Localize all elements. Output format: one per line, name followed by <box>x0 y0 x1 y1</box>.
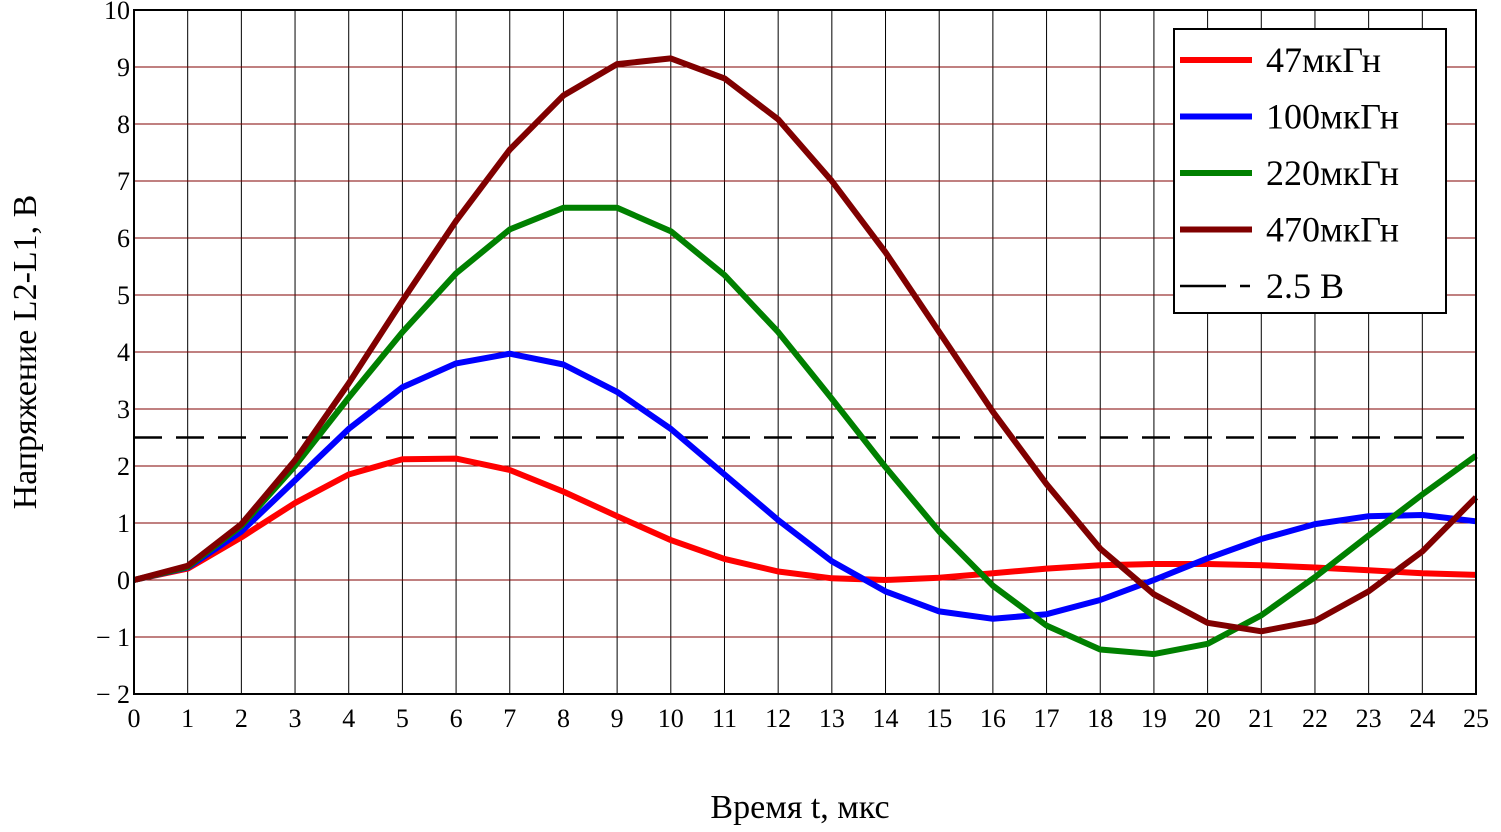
y-tick-label: 3 <box>117 395 130 424</box>
x-tick-label: 3 <box>289 704 302 733</box>
x-tick-label: 14 <box>873 704 899 733</box>
legend-label: 47мкГн <box>1266 40 1381 80</box>
plot-frame <box>133 9 1477 695</box>
x-tick-label: 18 <box>1087 704 1113 733</box>
y-tick-label: 1 <box>117 509 130 538</box>
legend-label: 220мкГн <box>1266 153 1399 193</box>
y-tick-label: 6 <box>117 224 130 253</box>
y-tick-label: 7 <box>117 167 130 196</box>
x-tick-label: 7 <box>503 704 516 733</box>
x-tick-label: 6 <box>450 704 463 733</box>
x-tick-label: 4 <box>342 704 355 733</box>
y-tick-label: 10 <box>104 0 130 25</box>
x-tick-label: 15 <box>926 704 952 733</box>
series-lines <box>133 55 1479 658</box>
y-axis-title: Напряжение L2-L1, В <box>7 195 44 510</box>
y-tick-label: 8 <box>117 110 130 139</box>
x-tick-labels: 0 1 2 3 4 5 6 7 8 9 10 11 12 13 14 15 16 17 18 19 20 21 22 23 24… <box>128 704 1490 733</box>
series-line-0 <box>133 455 1477 583</box>
x-tick-label: 2 <box>235 704 248 733</box>
y-tick-label: 0 <box>117 566 130 595</box>
y-tick-label: − 1 <box>96 623 130 652</box>
x-tick-label: 5 <box>396 704 409 733</box>
x-tick-label: 13 <box>819 704 845 733</box>
x-tick-label: 17 <box>1034 704 1060 733</box>
y-tick-label: 4 <box>117 338 130 367</box>
x-tick-label: 11 <box>712 704 737 733</box>
x-tick-label: 1 <box>181 704 194 733</box>
y-tick-label: 2 <box>117 452 130 481</box>
x-tick-label: 12 <box>765 704 791 733</box>
x-tick-label: 10 <box>658 704 684 733</box>
x-tick-label: 24 <box>1409 704 1435 733</box>
x-tick-label: 21 <box>1248 704 1274 733</box>
legend: 47мкГн 100мкГн 220мкГн 470мкГн 2.5 В <box>1173 28 1447 314</box>
x-tick-label: 20 <box>1195 704 1221 733</box>
x-tick-label: 9 <box>611 704 624 733</box>
series-line-1 <box>133 350 1477 622</box>
x-tick-label: 23 <box>1356 704 1382 733</box>
x-tick-label: 19 <box>1141 704 1167 733</box>
legend-label: 2.5 В <box>1266 266 1344 306</box>
series-line-3 <box>133 55 1479 635</box>
y-tick-label: 5 <box>117 281 130 310</box>
series-line-2 <box>133 204 1478 658</box>
x-tick-label: 0 <box>128 704 141 733</box>
legend-label: 100мкГн <box>1266 97 1399 137</box>
x-tick-label: 16 <box>980 704 1006 733</box>
x-tick-label: 25 <box>1463 704 1489 733</box>
y-tick-label: 9 <box>117 53 130 82</box>
x-axis-title: Время t, мкс <box>710 789 889 826</box>
x-tick-label: 8 <box>557 704 570 733</box>
y-tick-label: − 2 <box>96 680 130 709</box>
x-tick-label: 22 <box>1302 704 1328 733</box>
legend-label: 470мкГн <box>1266 210 1399 250</box>
